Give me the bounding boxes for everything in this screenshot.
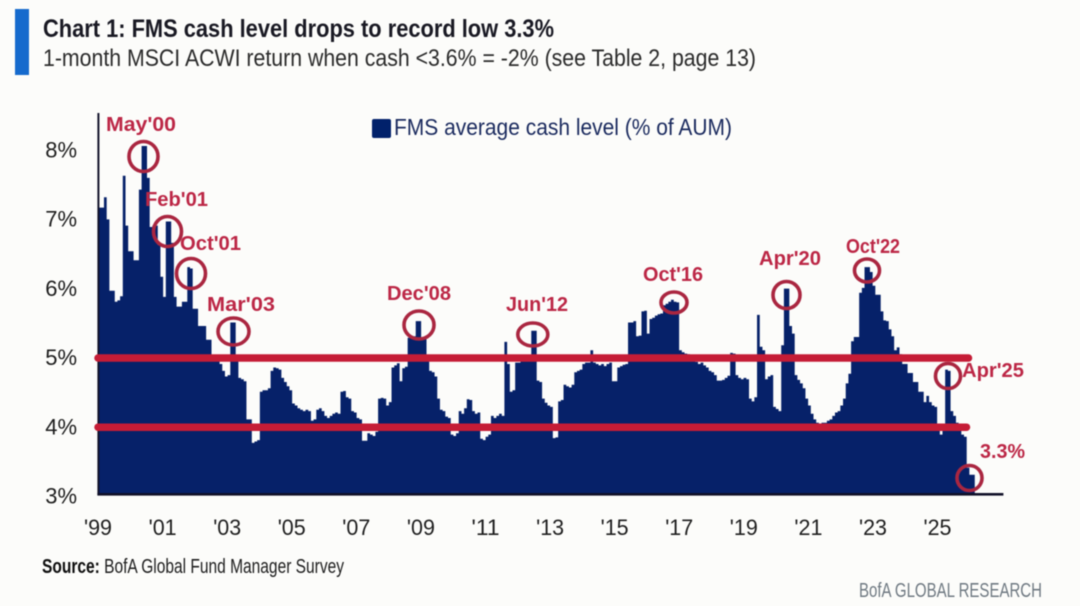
svg-text:Oct'16: Oct'16 [643,264,703,286]
svg-text:'09: '09 [407,515,435,540]
svg-text:May'00: May'00 [106,114,176,136]
svg-text:Jun'12: Jun'12 [506,294,568,316]
svg-text:1-month MSCI ACWI return when: 1-month MSCI ACWI return when cash <3.6%… [43,45,756,72]
svg-text:Apr'20: Apr'20 [759,248,821,270]
svg-text:Oct'01: Oct'01 [180,233,241,255]
svg-text:'99: '99 [84,515,112,540]
svg-text:4%: 4% [45,414,77,439]
svg-text:'07: '07 [342,515,370,540]
svg-text:'25: '25 [924,515,952,540]
svg-text:'01: '01 [149,515,177,540]
svg-text:BofA GLOBAL RESEARCH: BofA GLOBAL RESEARCH [859,580,1042,602]
svg-text:3%: 3% [45,484,77,509]
svg-text:'19: '19 [730,515,758,540]
svg-text:'13: '13 [536,515,564,540]
svg-text:'23: '23 [859,515,887,540]
svg-text:8%: 8% [45,138,77,163]
svg-text:3.3%: 3.3% [980,441,1025,463]
svg-text:Mar'03: Mar'03 [207,294,275,316]
svg-text:'05: '05 [278,515,306,540]
svg-text:'15: '15 [601,515,629,540]
svg-text:'03: '03 [213,515,241,540]
svg-text:FMS average cash level (% of A: FMS average cash level (% of AUM) [394,114,732,140]
svg-text:7%: 7% [45,207,77,232]
svg-text:Chart 1: FMS cash level drops: Chart 1: FMS cash level drops to record … [43,15,554,43]
svg-text:6%: 6% [45,276,77,301]
svg-text:Oct'22: Oct'22 [846,236,900,258]
svg-text:Feb'01: Feb'01 [145,189,208,211]
svg-text:Source: BofA Global Fund Manag: Source: BofA Global Fund Manager Survey [42,556,344,578]
svg-text:Apr'25: Apr'25 [962,360,1024,382]
svg-text:'11: '11 [472,515,500,540]
svg-text:'17: '17 [665,515,693,540]
svg-text:'21: '21 [794,515,822,540]
svg-text:5%: 5% [45,345,77,370]
svg-text:Dec'08: Dec'08 [387,283,451,305]
